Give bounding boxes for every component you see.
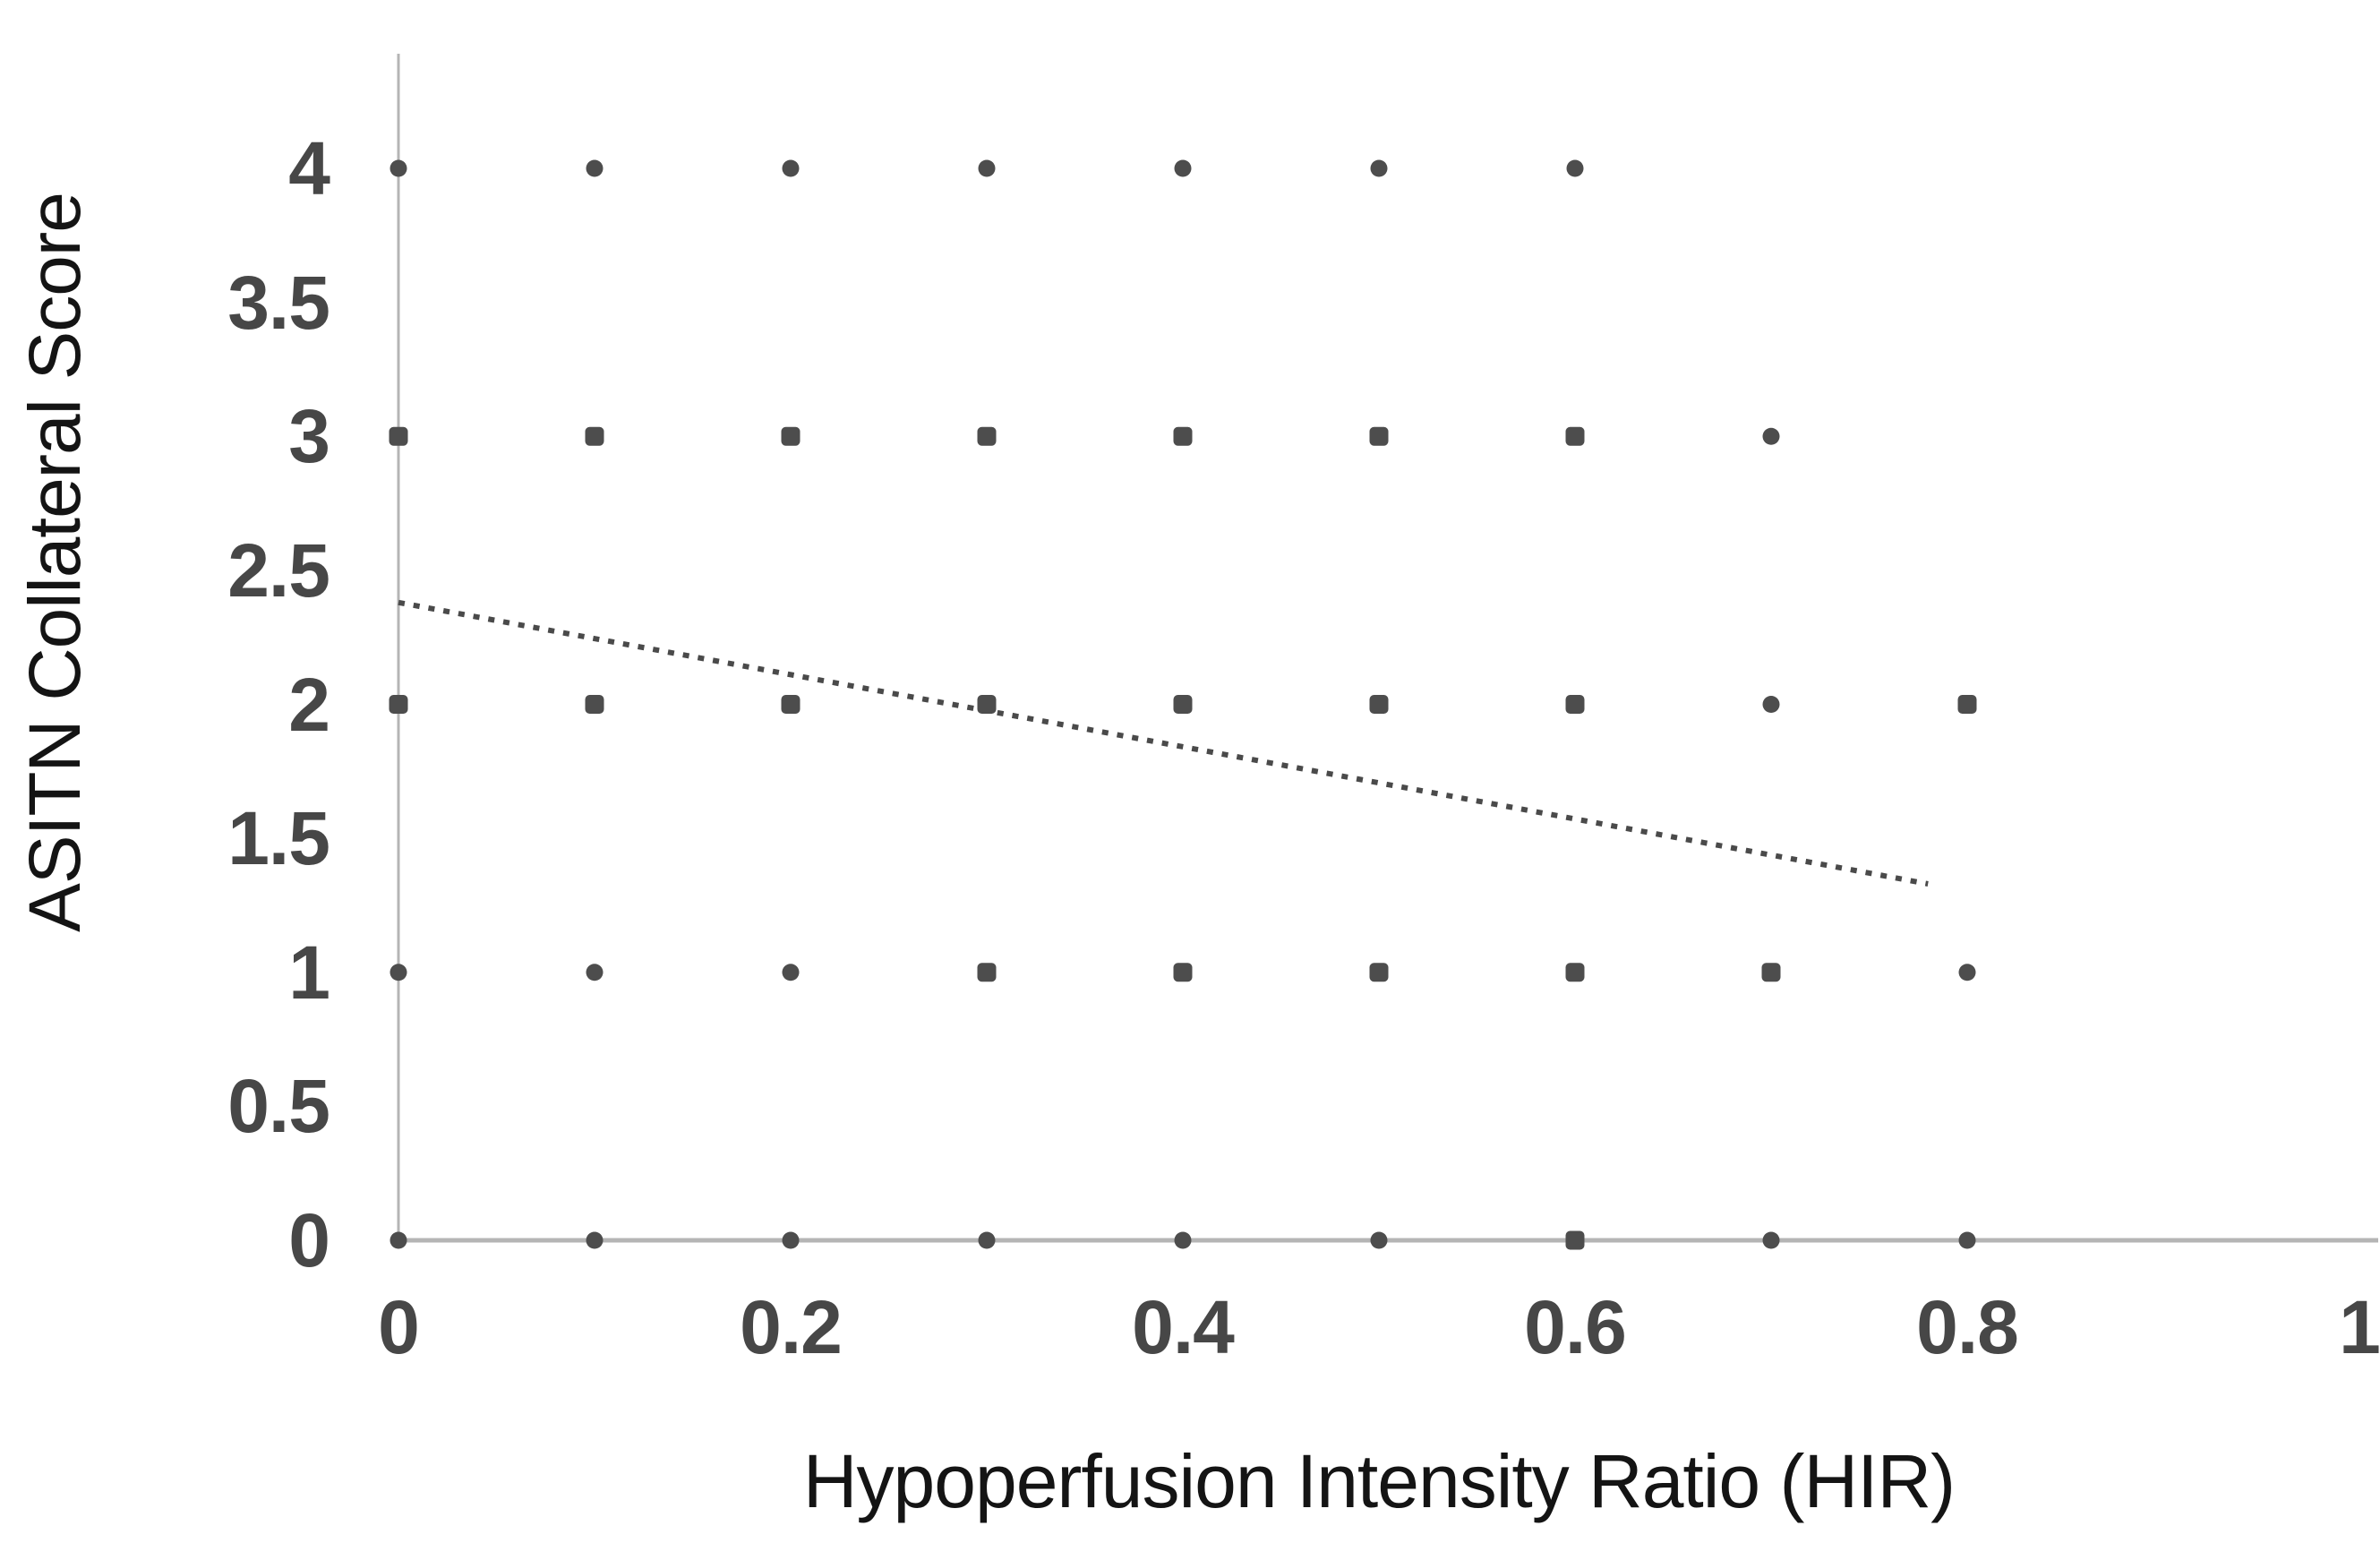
x-tick-label: 0.2 <box>740 1285 843 1369</box>
data-point <box>1565 695 1585 714</box>
y-tick-label: 3.5 <box>227 260 330 345</box>
data-point <box>978 1231 996 1249</box>
data-point <box>390 1231 407 1249</box>
data-point <box>1173 963 1193 982</box>
data-point <box>390 964 407 981</box>
data-point <box>1762 1231 1780 1249</box>
data-point <box>977 695 997 714</box>
y-tick-label: 2.5 <box>227 527 330 613</box>
data-point <box>1174 1231 1192 1249</box>
data-point <box>585 695 604 714</box>
data-point <box>1958 964 1976 981</box>
x-tick-label: 0.6 <box>1524 1285 1627 1369</box>
data-point <box>1369 426 1389 446</box>
data-point <box>1565 963 1585 982</box>
data-point <box>1762 696 1780 713</box>
data-point <box>781 426 800 446</box>
data-point <box>389 695 408 714</box>
data-point <box>977 963 997 982</box>
data-point <box>782 964 800 981</box>
data-point <box>1958 1231 1976 1249</box>
data-point <box>586 159 604 177</box>
data-point <box>1370 159 1388 177</box>
data-point <box>1957 695 1977 714</box>
data-point <box>390 159 407 177</box>
data-point <box>1173 426 1193 446</box>
data-point <box>1370 1231 1388 1249</box>
data-point <box>1566 159 1584 177</box>
y-tick-label: 1 <box>288 930 330 1015</box>
y-tick-label: 0.5 <box>227 1064 330 1149</box>
data-point <box>1369 963 1389 982</box>
data-point <box>586 964 604 981</box>
y-tick-label: 3 <box>288 394 330 479</box>
x-tick-label: 1 <box>2339 1285 2380 1369</box>
data-point <box>389 426 408 446</box>
y-tick-label: 4 <box>288 126 330 210</box>
data-point <box>1565 426 1585 446</box>
data-point <box>781 695 800 714</box>
data-point <box>1762 427 1780 445</box>
data-point <box>782 1231 800 1249</box>
x-tick-label: 0.4 <box>1132 1285 1235 1369</box>
y-tick-label: 1.5 <box>227 796 330 881</box>
data-point <box>585 426 604 446</box>
data-point <box>1369 695 1389 714</box>
data-point <box>1761 963 1781 982</box>
data-point <box>1174 159 1192 177</box>
data-point <box>782 159 800 177</box>
trendline <box>398 599 1929 887</box>
y-tick-label: 2 <box>288 662 330 747</box>
data-point <box>978 159 996 177</box>
y-tick-label: 0 <box>288 1198 330 1282</box>
data-point <box>1173 695 1193 714</box>
data-point <box>586 1231 604 1249</box>
x-tick-label: 0 <box>378 1285 420 1369</box>
data-point <box>977 426 997 446</box>
x-tick-label: 0.8 <box>1916 1285 2019 1369</box>
x-axis-title: Hypoperfusion Intensity Ratio (HIR) <box>802 1439 1956 1523</box>
data-point <box>1565 1230 1585 1250</box>
